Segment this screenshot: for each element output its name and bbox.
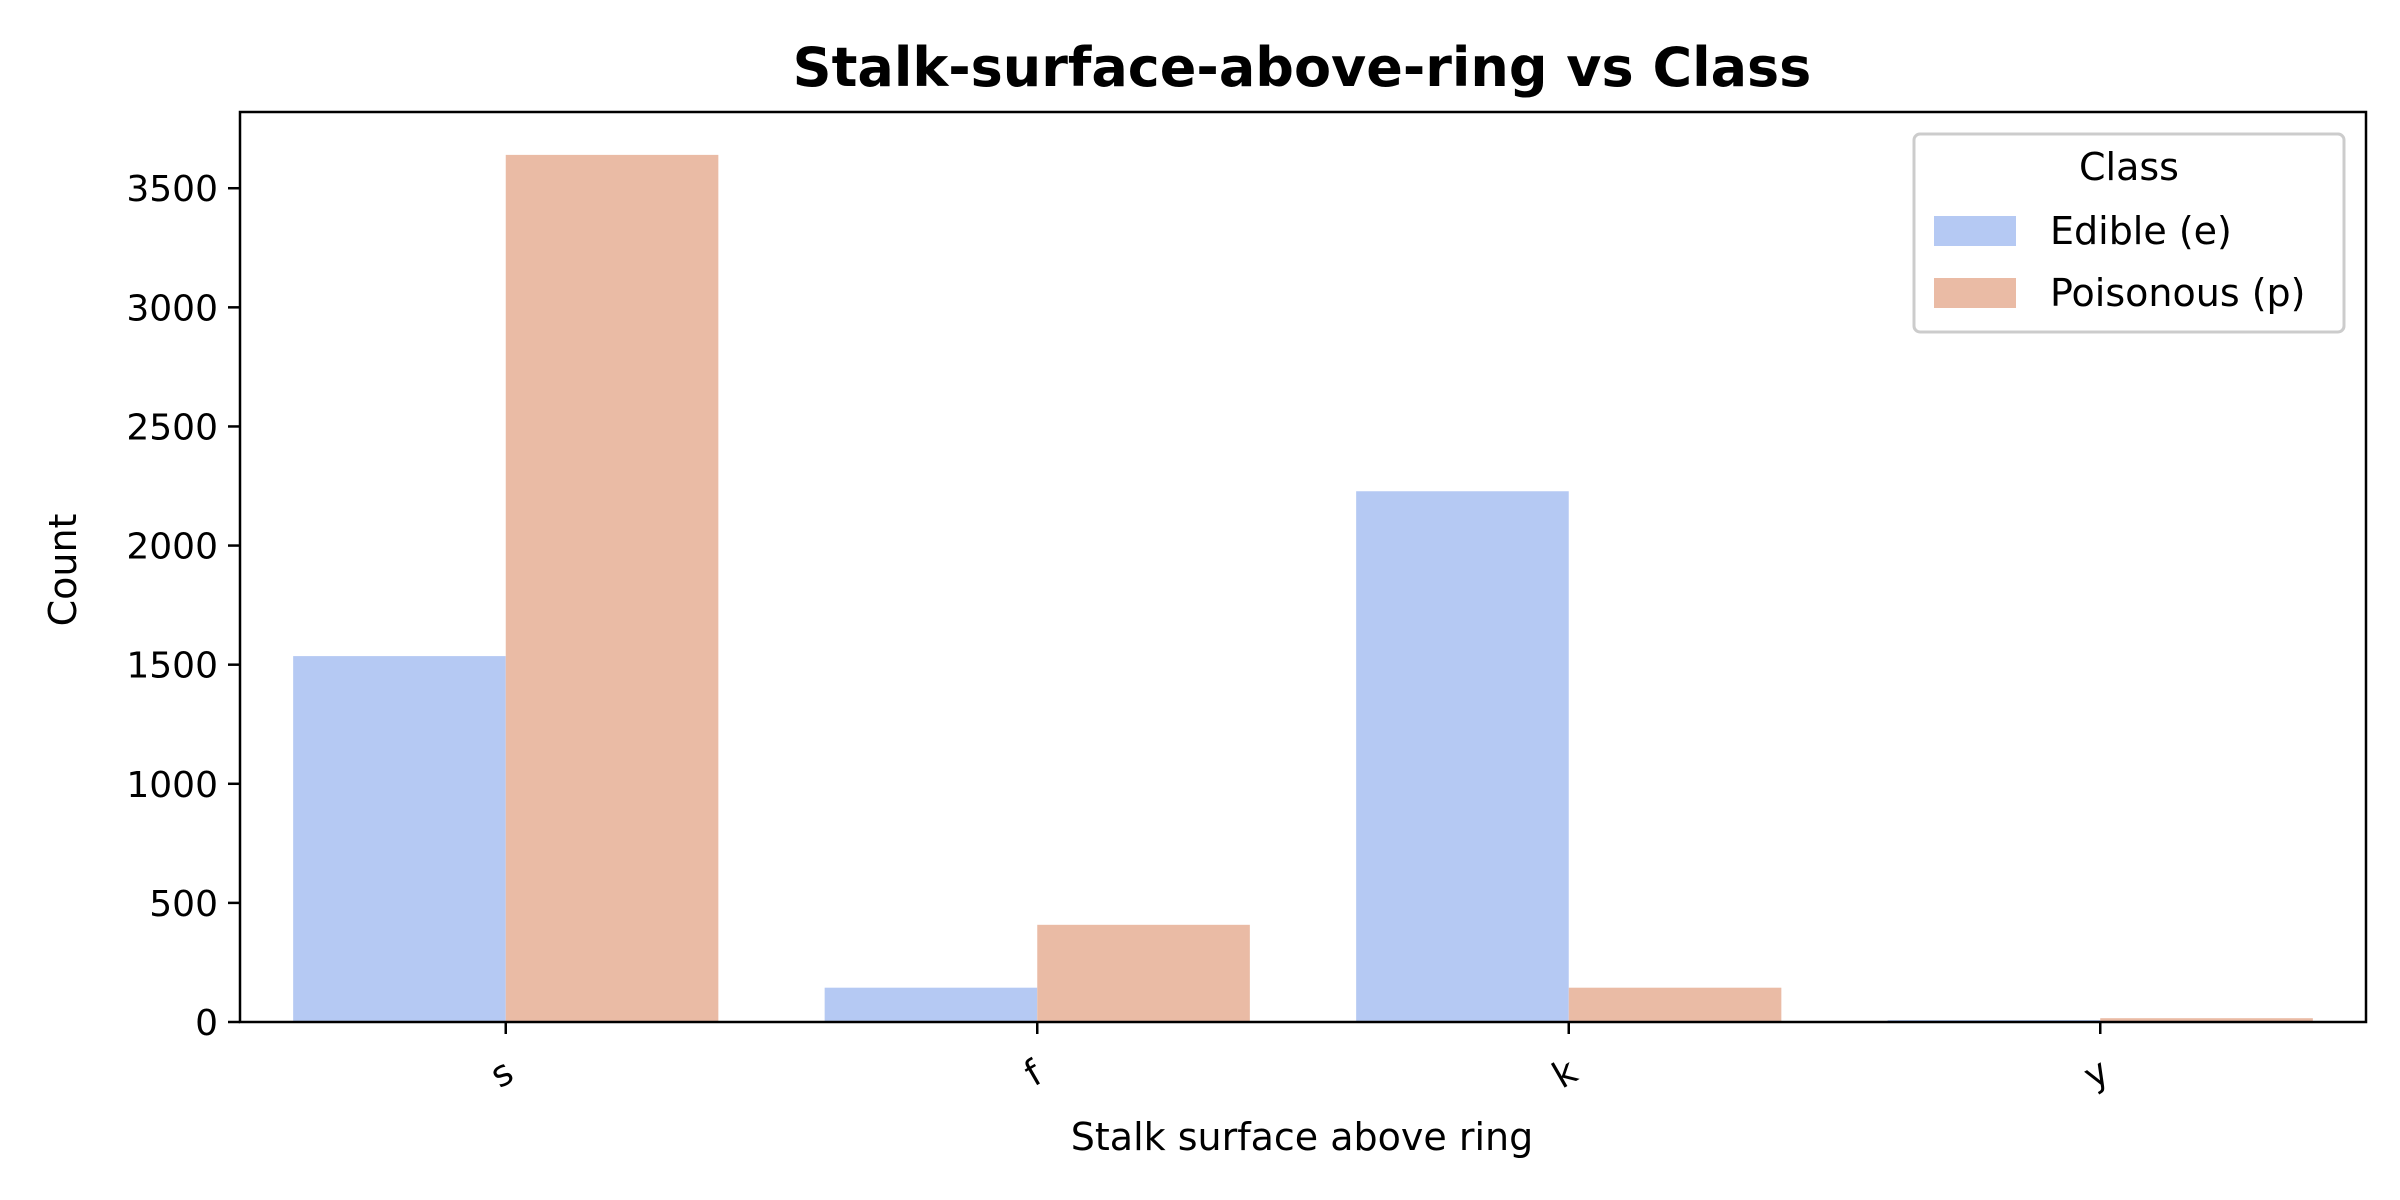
y-axis-label: Count (41, 514, 85, 627)
bar-poisonous-f (1037, 924, 1250, 1022)
x-tick-label-y: y (2077, 1051, 2116, 1097)
y-tick-label: 1500 (126, 646, 218, 687)
y-tick-label: 2500 (126, 407, 218, 448)
legend: Class Edible (e) Poisonous (p) (1912, 132, 2346, 334)
y-tick-label: 0 (195, 1003, 218, 1044)
bar-edible-f (824, 987, 1038, 1022)
plot-area: 0 500 1000 1500 2000 2500 3000 3500 s f k y (126, 110, 2368, 1097)
y-tick-label: 500 (149, 884, 218, 925)
y-tick-label: 1000 (126, 765, 218, 806)
x-tick-label-k: k (1546, 1051, 1585, 1097)
legend-box (1912, 132, 2346, 334)
bar-poisonous-s (505, 154, 719, 1022)
legend-label-1: Poisonous (p) (2050, 271, 2305, 315)
plot-frame (238, 110, 2368, 1024)
bar-poisonous-k (1568, 987, 1782, 1022)
chart-title: Stalk-surface-above-ring vs Class (793, 36, 1812, 99)
y-tick-label: 3000 (126, 288, 218, 329)
legend-title: Class (2079, 145, 2179, 189)
bar-edible-k (1356, 491, 1569, 1022)
legend-swatch-0 (1934, 216, 2016, 246)
x-tick-label-s: s (484, 1052, 521, 1097)
legend-swatch-1 (1934, 278, 2016, 308)
x-axis-label: Stalk surface above ring (1071, 1115, 1533, 1159)
bar-edible-s (293, 656, 506, 1022)
y-tick-label: 2000 (126, 527, 218, 568)
legend-label-0: Edible (e) (2050, 209, 2232, 253)
bar-poisonous-y (2100, 1018, 2313, 1022)
x-tick-label-f: f (1018, 1052, 1051, 1095)
y-tick-label: 3500 (126, 169, 218, 210)
